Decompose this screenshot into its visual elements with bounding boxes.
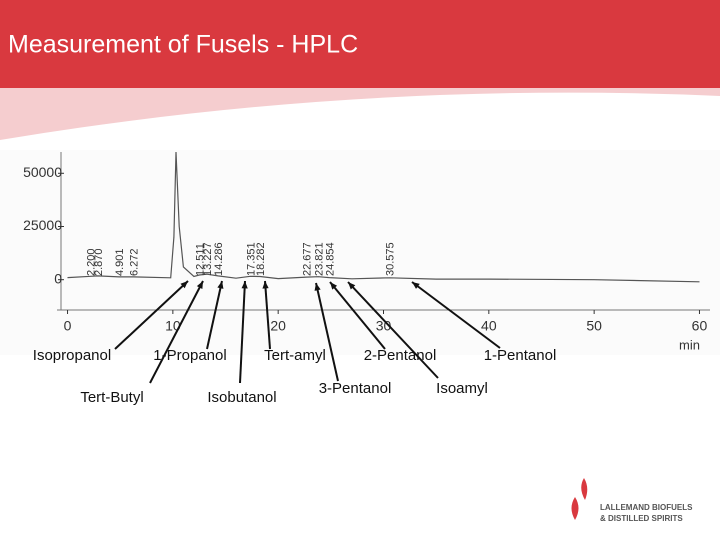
arrow (149, 280, 204, 384)
chart-area (0, 150, 720, 355)
compound-label: 1-Propanol (153, 347, 226, 364)
peak-label: 17.351 (245, 242, 257, 276)
logo-text: & DISTILLED SPIRITS (600, 514, 683, 523)
compound-label: Tert-amyl (264, 347, 326, 364)
compound-label: Tert-Butyl (80, 389, 143, 406)
x-tick-label: 50 (586, 318, 602, 334)
peak-label: 23.821 (313, 242, 325, 276)
header-bar (0, 0, 720, 88)
x-tick-label: 0 (64, 318, 72, 334)
y-tick-label: 0 (54, 270, 62, 286)
x-axis-label: min (679, 337, 700, 352)
peak-label: 12.511 (194, 243, 206, 276)
logo-text: LALLEMAND BIOFUELS (600, 503, 693, 512)
arrow-head (217, 281, 224, 289)
x-tick-label: 20 (270, 318, 286, 334)
arrow-head (180, 281, 188, 289)
peak-label: 4.901 (114, 248, 126, 276)
arrow (264, 280, 271, 350)
arrow-head (412, 282, 420, 289)
arrow (114, 280, 189, 350)
arrow (347, 281, 439, 379)
peak-label: 6.272 (129, 248, 141, 276)
peak-label: 2.870 (93, 248, 105, 276)
compound-label: 3-Pentanol (319, 380, 392, 397)
compound-label: Isobutanol (207, 389, 276, 406)
arrow-head (262, 281, 269, 289)
logo-icon (571, 478, 588, 520)
arrow (206, 280, 223, 350)
compound-label: Isoamyl (436, 380, 488, 397)
compound-label: Isopropanol (33, 347, 111, 364)
x-tick-label: 10 (165, 318, 181, 334)
peak-label: 2.200 (86, 248, 98, 276)
peak-label: 30.575 (385, 242, 397, 276)
peak-label: 22.677 (301, 242, 313, 276)
compound-label: 2-Pentanol (364, 347, 437, 364)
arrow (239, 280, 246, 384)
arrow (315, 282, 339, 382)
arrow-head (196, 281, 203, 289)
peak-label: 18.282 (255, 242, 267, 276)
arrow-head (348, 282, 356, 290)
peak-label: 14.286 (213, 242, 225, 276)
arrow-head (241, 281, 248, 289)
arrow (329, 281, 386, 350)
trace (67, 151, 700, 283)
y-tick-label: 25000 (23, 217, 62, 233)
peak-label: 24.854 (324, 242, 336, 276)
x-tick-label: 30 (376, 318, 392, 334)
x-tick-label: 60 (692, 318, 708, 334)
y-tick-label: 50000 (23, 164, 62, 180)
slide-title: Measurement of Fusels - HPLC (8, 31, 358, 59)
arrow (411, 281, 501, 349)
swoosh (0, 88, 720, 140)
arrow-head (314, 283, 321, 291)
compound-label: 1-Pentanol (484, 347, 557, 364)
peak-label: 13.227 (202, 242, 214, 276)
arrow-head (330, 282, 338, 290)
x-tick-label: 40 (481, 318, 497, 334)
